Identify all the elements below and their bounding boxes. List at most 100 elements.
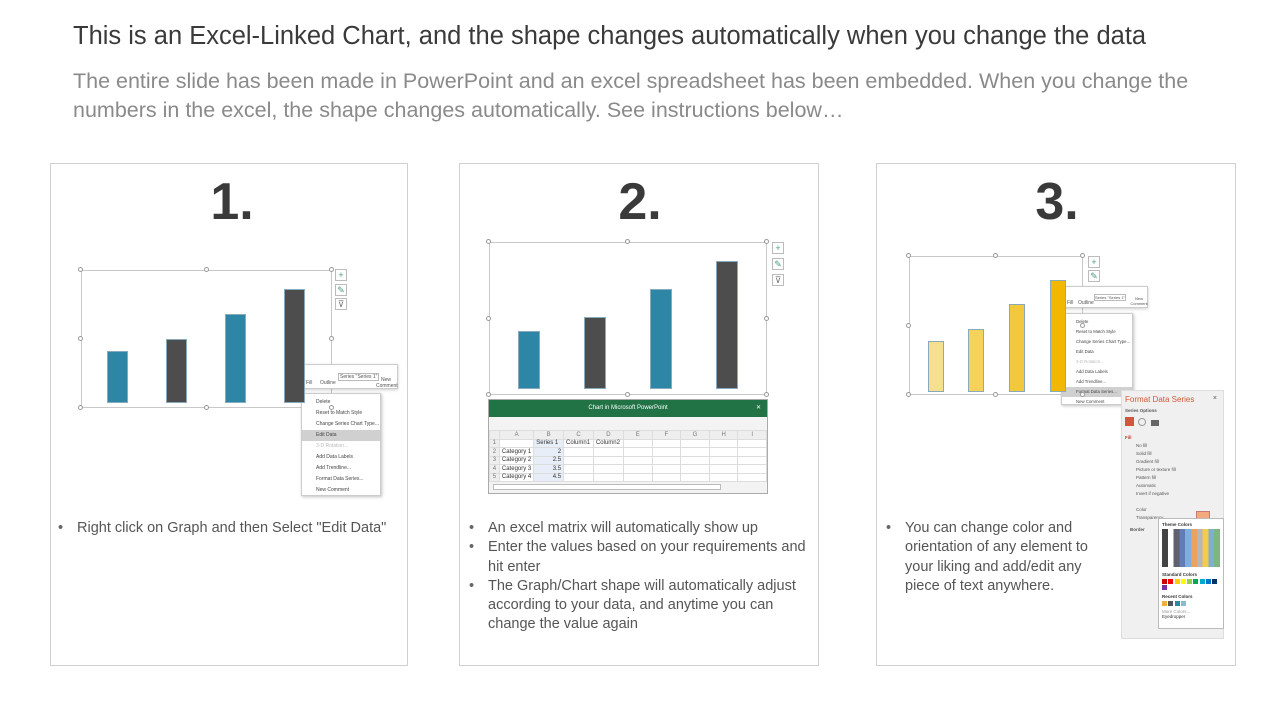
resize-handle[interactable]: [764, 392, 769, 397]
resize-handle[interactable]: [78, 267, 83, 272]
horizontal-scrollbar[interactable]: [493, 484, 721, 490]
fill-section[interactable]: Fill: [1125, 435, 1132, 440]
resize-handle[interactable]: [329, 405, 334, 410]
resize-handle[interactable]: [78, 336, 83, 341]
series-select[interactable]: Series "Series 1": [1094, 294, 1126, 301]
resize-handle[interactable]: [486, 239, 491, 244]
cell[interactable]: Column1: [563, 438, 594, 448]
eyedropper-button[interactable]: Eyedropper: [1162, 614, 1186, 619]
resize-handle[interactable]: [1080, 322, 1085, 328]
menu-item[interactable]: Delete: [1076, 319, 1089, 324]
chart-styles-icon[interactable]: ✎: [772, 258, 784, 270]
column-header[interactable]: E: [622, 430, 653, 440]
resize-handle[interactable]: [78, 405, 83, 410]
column-header[interactable]: A: [498, 430, 535, 440]
resize-handle[interactable]: [486, 392, 491, 397]
column-header[interactable]: I: [737, 430, 767, 440]
column-header[interactable]: B: [533, 430, 565, 440]
menu-item[interactable]: New Comment: [1076, 399, 1105, 404]
resize-handle[interactable]: [906, 392, 911, 397]
resize-handle[interactable]: [625, 392, 630, 397]
menu-item-format-data-series[interactable]: Format Data Series...: [1062, 387, 1132, 397]
outline-button[interactable]: Outline: [320, 380, 336, 386]
menu-item[interactable]: Edit Data: [1076, 349, 1094, 354]
resize-handle[interactable]: [203, 405, 209, 410]
cell[interactable]: Category 4: [498, 472, 535, 482]
resize-handle[interactable]: [993, 253, 998, 258]
chart-bar[interactable]: [968, 328, 984, 393]
menu-item[interactable]: Reset to Match Style: [1076, 329, 1116, 334]
menu-item[interactable]: 3-D Rotation...: [316, 443, 349, 449]
border-section[interactable]: Border: [1130, 527, 1145, 532]
resize-handle[interactable]: [486, 315, 491, 321]
cell[interactable]: Column2: [592, 438, 624, 448]
fill-option[interactable]: Gradient fill: [1136, 459, 1159, 464]
chart-bar[interactable]: [518, 331, 540, 389]
cell[interactable]: Series 1: [533, 438, 565, 448]
new-comment-button[interactable]: New Comment: [376, 377, 398, 389]
fill-option[interactable]: Picture or texture fill: [1136, 467, 1176, 472]
chart-filter-icon[interactable]: ⊽: [335, 298, 347, 310]
close-icon[interactable]: ×: [1212, 395, 1217, 402]
resize-handle[interactable]: [625, 239, 630, 244]
chart-filter-icon[interactable]: ⊽: [772, 274, 784, 286]
resize-handle[interactable]: [329, 267, 334, 272]
new-comment-button[interactable]: New Comment: [1130, 296, 1148, 306]
cell[interactable]: Category 1: [498, 447, 535, 457]
chart-bar[interactable]: [928, 341, 944, 392]
series-options-icon[interactable]: [1150, 418, 1159, 426]
menu-item[interactable]: 3-D Rotation...: [1076, 359, 1104, 364]
fill-line-icon[interactable]: [1125, 417, 1134, 426]
resize-handle[interactable]: [203, 267, 209, 272]
menu-item[interactable]: Add Trendline...: [1076, 379, 1107, 384]
menu-item[interactable]: Add Trendline...: [316, 465, 352, 471]
column-header[interactable]: C: [563, 430, 594, 440]
menu-item[interactable]: Add Data Labels: [1076, 369, 1108, 374]
resize-handle[interactable]: [1080, 253, 1085, 258]
chart-bar[interactable]: [1009, 304, 1025, 392]
resize-handle[interactable]: [906, 253, 911, 258]
cell[interactable]: Category 3: [498, 464, 535, 474]
fill-option[interactable]: Automatic: [1136, 483, 1157, 488]
resize-handle[interactable]: [1080, 392, 1085, 397]
chart-elements-icon[interactable]: +: [772, 242, 784, 254]
chart-elements-icon[interactable]: +: [335, 269, 347, 281]
column-header[interactable]: F: [651, 430, 682, 440]
chart-styles-icon[interactable]: ✎: [335, 284, 347, 296]
chart-bar[interactable]: [225, 313, 246, 403]
effects-icon[interactable]: [1138, 418, 1147, 426]
cell[interactable]: 4.5: [533, 472, 565, 482]
theme-color-swatches[interactable]: [1162, 529, 1220, 567]
resize-handle[interactable]: [993, 392, 998, 397]
menu-item-edit-data[interactable]: Edit Data: [302, 430, 380, 441]
menu-item[interactable]: Change Series Chart Type...: [1076, 339, 1131, 344]
column-header[interactable]: G: [680, 430, 710, 440]
fill-option[interactable]: No fill: [1136, 443, 1148, 448]
menu-item[interactable]: Reset to Match Style: [316, 410, 363, 416]
cell[interactable]: Category 2: [498, 455, 535, 465]
chart-bar[interactable]: [650, 289, 672, 389]
series-options-tab[interactable]: Series Options: [1125, 408, 1157, 413]
cell[interactable]: 2.5: [533, 455, 565, 465]
column-header[interactable]: H: [708, 430, 739, 440]
close-icon[interactable]: ✕: [755, 405, 761, 411]
column-header[interactable]: D: [592, 430, 624, 440]
resize-handle[interactable]: [764, 239, 769, 244]
fill-option[interactable]: Pattern fill: [1136, 475, 1157, 480]
chart-bar[interactable]: [284, 288, 305, 403]
chart-styles-icon[interactable]: ✎: [1088, 270, 1100, 282]
outline-button[interactable]: Outline: [1078, 300, 1094, 306]
menu-item[interactable]: Change Series Chart Type...: [316, 421, 379, 427]
series-select[interactable]: Series "Series 1": [338, 373, 380, 381]
more-colors-button[interactable]: More Colors...: [1162, 609, 1191, 614]
chart-bar[interactable]: [584, 317, 606, 389]
fill-button[interactable]: Fill: [1067, 300, 1074, 306]
cell[interactable]: [498, 438, 535, 448]
menu-item[interactable]: Add Data Labels: [316, 454, 353, 460]
chart-bar[interactable]: [166, 338, 187, 403]
chart-elements-icon[interactable]: +: [1088, 256, 1100, 268]
standard-color-swatches[interactable]: [1162, 579, 1220, 591]
cell[interactable]: 3.5: [533, 464, 565, 474]
chart-bar[interactable]: [716, 261, 738, 389]
